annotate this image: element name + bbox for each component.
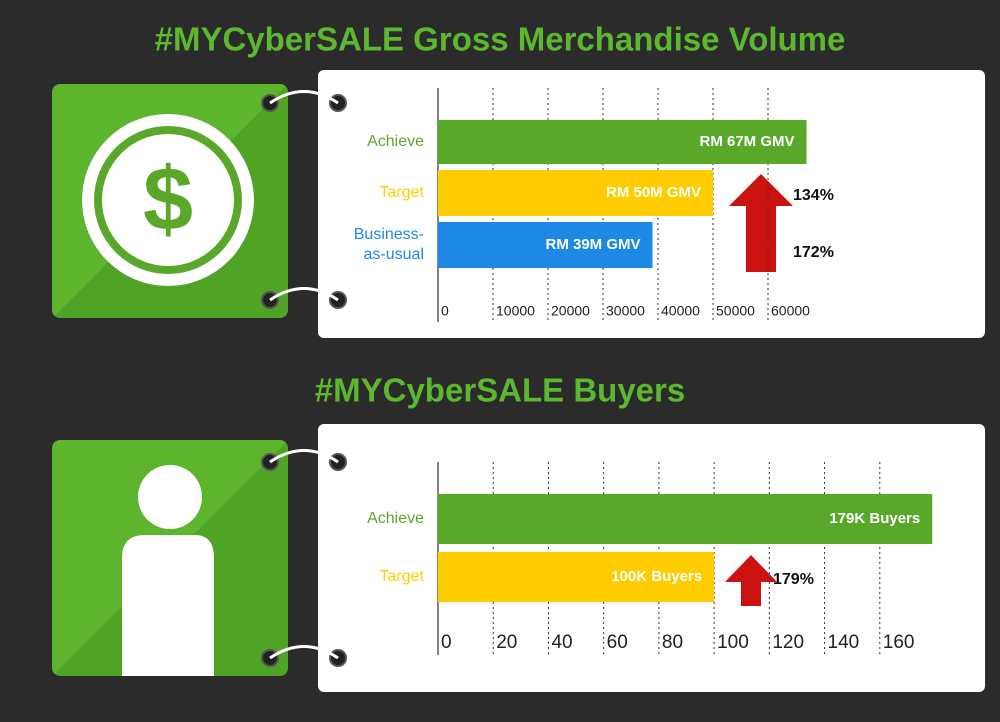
x-tick-label: 10000: [496, 303, 535, 319]
x-tick-label: 80: [662, 632, 683, 653]
x-tick-label: 40000: [661, 303, 700, 319]
binder-rings: [261, 90, 347, 309]
category-label: Achieve: [367, 133, 424, 150]
category-label: Target: [380, 568, 425, 585]
x-tick-label: 100: [717, 632, 749, 653]
chart-title: #MYCyberSALE Gross Merchandise Volume: [155, 21, 846, 58]
x-tick-label: 60: [607, 632, 628, 653]
up-arrow: [729, 174, 793, 272]
x-tick-label: 140: [828, 632, 860, 653]
chart-title: #MYCyberSALE Buyers: [315, 372, 685, 409]
up-arrow: [725, 555, 777, 606]
category-label: Achieve: [367, 510, 424, 527]
x-tick-label: 30000: [606, 303, 645, 319]
growth-annotation: 172%: [793, 244, 834, 261]
bar: [438, 552, 715, 602]
x-tick-label: 50000: [716, 303, 755, 319]
category-label: Target: [380, 184, 425, 201]
x-tick-label: 0: [441, 303, 449, 319]
x-tick-label: 20: [496, 632, 517, 653]
x-tick-label: 40: [551, 632, 572, 653]
binder-rings: [261, 449, 347, 667]
value-label: RM 67M GMV: [699, 133, 794, 150]
x-tick-label: 120: [772, 632, 804, 653]
x-tick-label: 0: [441, 632, 452, 653]
bar: [438, 494, 933, 544]
value-label: RM 39M GMV: [545, 236, 640, 253]
bar: [438, 120, 807, 164]
bar: [438, 170, 713, 216]
category-label: Business-as-usual: [354, 226, 424, 263]
growth-annotation: 134%: [793, 187, 834, 204]
growth-annotation: 179%: [773, 571, 814, 588]
x-tick-label: 160: [883, 632, 915, 653]
person-head: [138, 465, 202, 529]
x-tick-label: 20000: [551, 303, 590, 319]
person-body: [122, 535, 214, 676]
value-label: RM 50M GMV: [606, 184, 701, 201]
bar: [438, 222, 653, 268]
dollar-sign: $: [143, 150, 193, 250]
coin-inner: [102, 134, 234, 266]
x-tick-label: 60000: [771, 303, 810, 319]
value-label: 179K Buyers: [829, 510, 920, 527]
value-label: 100K Buyers: [611, 568, 702, 585]
